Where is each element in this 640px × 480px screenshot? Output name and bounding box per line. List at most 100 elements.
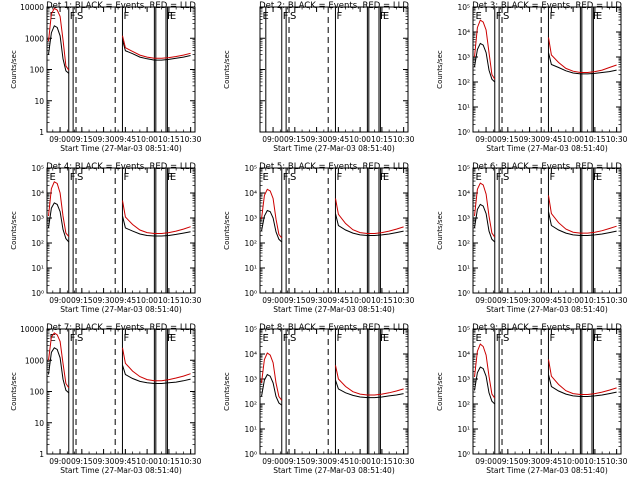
event-marker-label: E [170,11,176,22]
y-tick-label: 10⁰ [244,450,257,459]
y-tick-label: 10⁰ [457,128,470,137]
series-line-black [122,39,191,61]
series-line-red [548,37,617,73]
series-line-red [335,365,404,396]
y-tick-label: 10² [457,239,470,248]
x-axis-label: Start Time (27-Mar-03 08:51:40) [60,144,182,153]
event-marker-label: S [290,11,296,22]
x-tick-label: 09:45 [328,135,350,144]
series-line-black [48,202,70,243]
chart-panel-1: Det 1: BLACK = Events, RED = LLD Counts/s… [10,1,202,153]
x-tick-label: 09:30 [519,135,541,144]
x-axis-label: Start Time (27-Mar-03 08:51:40) [273,466,395,475]
chart-panel-6: Det 6: BLACK = Events, RED = LLD Counts/s… [436,162,628,314]
series-line-black [261,209,283,243]
event-marker-label: F [336,11,342,22]
event-marker-label: F [167,333,173,344]
x-tick-label: 10:00 [562,296,584,305]
y-tick-label: 10⁴ [31,189,44,198]
series-line-red [261,352,283,401]
y-tick-label: 10⁴ [244,350,257,359]
x-tick-label: 09:30 [519,457,541,466]
series-line-red [548,195,617,234]
event-marker-label: F [496,172,502,183]
event-marker-label: E [383,172,389,183]
chart-title: Det 3: BLACK = Events, RED = LLD [472,1,622,11]
event-marker-label: E [262,333,268,344]
x-tick-label: 10:00 [562,457,584,466]
y-axis-label: Counts/sec [223,211,231,250]
chart-panel-4: Det 4: BLACK = Events, RED = LLD Counts/s… [10,162,202,314]
x-tick-label: 10:30 [180,296,202,305]
x-axis-label: Start Time (27-Mar-03 08:51:40) [60,466,182,475]
y-tick-label: 10² [244,400,257,409]
y-tick-label: 10² [457,400,470,409]
chart-title: Det 8: BLACK = Events, RED = LLD [259,323,409,333]
x-tick-label: 09:45 [115,135,137,144]
plot-frame [472,167,622,294]
y-axis-label: Counts/sec [10,50,18,89]
event-marker-label: E [475,11,481,22]
y-tick-label: 10¹ [31,264,44,273]
y-tick-label: 10⁴ [457,189,470,198]
chart-panel-3: Det 3: BLACK = Events, RED = LLD Counts/s… [436,1,628,153]
event-marker-label: F [549,172,555,183]
event-marker-label: F [70,11,76,22]
y-tick-label: 10³ [31,214,44,223]
y-tick-label: 10⁵ [457,164,470,173]
x-tick-label: 10:15 [584,135,606,144]
chart-title: Det 7: BLACK = Events, RED = LLD [46,323,196,333]
x-tick-label: 10:15 [158,135,180,144]
series-line-black [335,379,404,399]
y-tick-label: 10² [457,78,470,87]
event-marker-label: E [49,333,55,344]
event-marker-label: F [593,11,599,22]
x-tick-label: 09:45 [115,457,137,466]
x-tick-label: 09:15 [284,457,306,466]
event-marker-label: F [593,333,599,344]
y-tick-label: 10 [34,419,44,428]
x-tick-label: 10:15 [584,457,606,466]
event-marker-label: F [70,172,76,183]
event-marker-label: E [383,333,389,344]
event-marker-label: F [123,172,129,183]
series-line-black [474,42,496,83]
chart-panel-5: Det 5: BLACK = Events, RED = LLD Counts/s… [223,162,415,314]
event-marker-label: E [262,172,268,183]
series-line-black [335,213,404,236]
y-axis-label: Counts/sec [223,50,231,89]
series-line-red [122,200,191,234]
x-tick-label: 09:45 [541,135,563,144]
event-marker-label: F [336,172,342,183]
y-axis-label: Counts/sec [436,50,444,89]
x-tick-label: 09:00 [475,457,497,466]
x-axis-label: Start Time (27-Mar-03 08:51:40) [273,144,395,153]
plot-frame [259,167,409,294]
series-line-black [48,347,70,394]
x-tick-label: 09:30 [93,296,115,305]
event-marker-label: F [283,172,289,183]
x-tick-label: 10:15 [158,457,180,466]
event-marker-label: F [123,11,129,22]
x-tick-label: 09:00 [262,457,284,466]
series-line-red [474,19,496,80]
event-marker-label: S [503,11,509,22]
chart-title: Det 6: BLACK = Events, RED = LLD [472,162,622,172]
plot-frame [472,6,622,133]
x-tick-label: 10:30 [393,457,415,466]
event-marker-label: E [475,333,481,344]
event-marker-label: E [170,172,176,183]
series-line-red [474,182,496,238]
x-tick-label: 10:15 [371,457,393,466]
event-marker-label: E [170,333,176,344]
event-marker-label: E [596,333,602,344]
chart-panel-8: Det 8: BLACK = Events, RED = LLD Counts/s… [223,323,415,475]
event-marker-label: F [70,333,76,344]
x-tick-label: 09:15 [497,457,519,466]
event-marker-label: F [549,333,555,344]
x-tick-label: 10:30 [606,135,628,144]
x-tick-label: 09:45 [115,296,137,305]
series-line-black [261,373,283,406]
chart-title: Det 5: BLACK = Events, RED = LLD [259,162,409,172]
